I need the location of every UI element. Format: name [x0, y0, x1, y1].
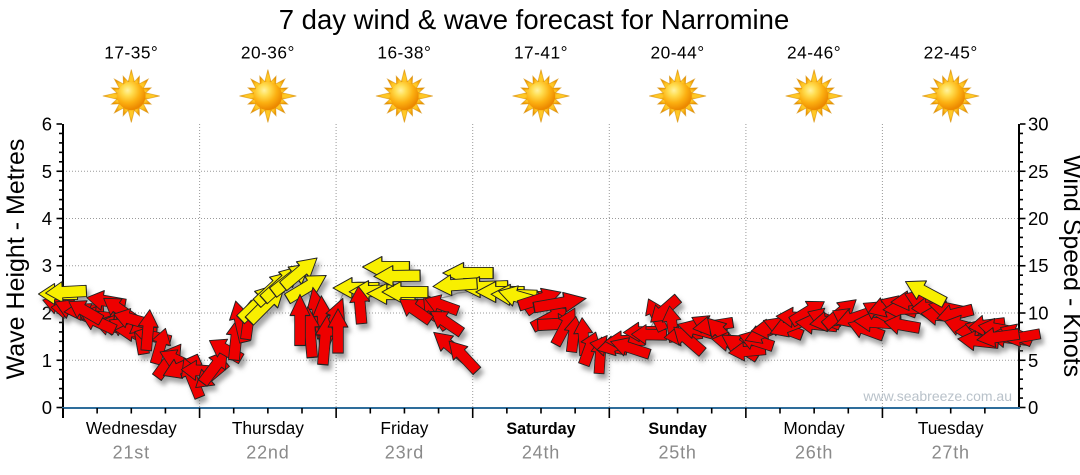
- svg-text:15: 15: [1028, 255, 1049, 276]
- svg-text:Wave Height - Metres: Wave Height - Metres: [2, 139, 30, 380]
- svg-text:Tuesday: Tuesday: [918, 418, 984, 438]
- svg-text:Saturday: Saturday: [506, 420, 575, 438]
- svg-text:www.seabreeze.com.au: www.seabreeze.com.au: [862, 388, 1012, 404]
- svg-text:20: 20: [1028, 208, 1049, 229]
- svg-text:Thursday: Thursday: [232, 418, 304, 438]
- svg-text:22-45°: 22-45°: [924, 43, 978, 63]
- svg-text:17-41°: 17-41°: [514, 43, 568, 63]
- svg-text:2: 2: [42, 303, 52, 324]
- svg-text:30: 30: [1028, 114, 1049, 135]
- svg-text:0: 0: [42, 397, 52, 418]
- svg-text:Sunday: Sunday: [648, 420, 706, 438]
- svg-text:7 day wind & wave forecast for: 7 day wind & wave forecast for Narromine: [279, 4, 790, 35]
- svg-text:5: 5: [1028, 350, 1038, 371]
- svg-text:Friday: Friday: [380, 418, 428, 438]
- svg-text:25: 25: [1028, 161, 1049, 182]
- svg-text:3: 3: [42, 255, 52, 276]
- svg-text:22nd: 22nd: [246, 443, 289, 463]
- svg-text:10: 10: [1028, 303, 1049, 324]
- svg-text:Wind Speed - Knots: Wind Speed - Knots: [1058, 155, 1080, 377]
- svg-text:27th: 27th: [932, 443, 970, 463]
- svg-text:Monday: Monday: [783, 418, 845, 438]
- svg-text:4: 4: [42, 208, 52, 229]
- svg-text:17-35°: 17-35°: [104, 43, 158, 63]
- svg-text:20-36°: 20-36°: [241, 43, 295, 63]
- svg-text:Wednesday: Wednesday: [86, 418, 177, 438]
- svg-text:20-44°: 20-44°: [651, 43, 705, 63]
- svg-text:25th: 25th: [658, 443, 696, 463]
- svg-text:0: 0: [1028, 397, 1038, 418]
- svg-text:5: 5: [42, 161, 52, 182]
- svg-text:16-38°: 16-38°: [377, 43, 431, 63]
- svg-text:23rd: 23rd: [385, 443, 424, 463]
- svg-text:1: 1: [42, 350, 52, 371]
- svg-text:24th: 24th: [522, 443, 560, 463]
- svg-text:21st: 21st: [113, 443, 150, 463]
- svg-text:26th: 26th: [795, 443, 833, 463]
- svg-text:6: 6: [42, 114, 52, 135]
- svg-text:24-46°: 24-46°: [787, 43, 841, 63]
